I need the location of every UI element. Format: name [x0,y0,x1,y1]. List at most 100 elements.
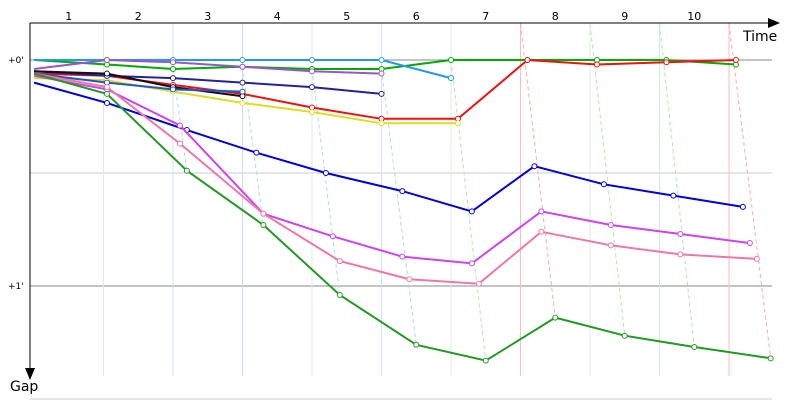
lap-connector-dashed [381,68,417,345]
series-point [767,355,774,362]
series-point [524,57,531,63]
series-point [378,70,385,77]
series-point [399,188,406,195]
x-tick-label: 7 [482,10,489,23]
y-tick-label: +0' [8,56,24,66]
series-point [399,253,406,260]
x-tick-label: 9 [621,10,628,23]
series-point [103,84,110,91]
series-point [621,332,628,339]
y-tick-label: +1' [8,282,24,292]
ticks: 1 2 3 4 5 6 7 8 9 10 +0' +1' [8,10,701,292]
series-point [103,90,110,97]
series-point [336,258,343,265]
series-point [309,84,315,91]
series-point [309,57,315,63]
x-tick-label: 1 [65,10,72,23]
series-point [103,70,110,77]
series-point [309,108,315,115]
series-point [607,221,614,228]
y-axis-arrow [25,368,35,380]
lap-connector-dashed [450,59,487,361]
series-point [482,357,489,364]
lap-connector-dashed [311,68,341,296]
lap-separators [103,23,772,376]
series-point [239,99,246,106]
series-point [677,251,684,258]
series-point [677,231,684,238]
x-axis-title: Time [742,29,777,45]
series-point [103,57,110,63]
series-group [33,72,246,95]
series-point [176,122,183,129]
series-point [329,233,336,240]
series-point [413,341,420,348]
series-point [739,203,746,210]
series-point [176,140,183,147]
series-point [253,149,260,156]
x-tick-label: 8 [552,10,559,23]
series-point [670,192,677,199]
series-point [322,170,329,176]
series-point [475,280,482,287]
series-group [33,57,385,77]
series-line [33,70,243,98]
series-point [239,63,246,70]
series-point [260,221,267,228]
series-group [33,72,774,364]
series-point [170,75,176,82]
series-point [103,99,110,106]
series-point [260,210,267,217]
series-group [33,74,753,267]
series-line [33,74,751,265]
series-point [309,68,315,75]
lap-connector-dashed [728,23,772,359]
series-line [33,72,757,285]
series-point [448,57,454,63]
x-tick-label: 3 [204,10,211,23]
lap-connector-dashed [242,66,264,226]
series-point [448,75,454,82]
x-tick-label: 4 [274,10,281,23]
series-point [239,57,246,63]
series-group [33,72,760,287]
x-axis-arrow [768,18,780,28]
series-point [170,86,176,93]
x-tick-label: 5 [343,10,350,23]
series-line [33,81,744,213]
lap-connector-dashed [659,23,695,348]
series-line [33,72,243,93]
series-line [33,70,382,95]
series-point [593,61,600,68]
series-point [468,208,475,215]
series-point [531,163,538,170]
series-point [239,88,246,95]
series-point [378,57,385,63]
series-point [183,167,190,174]
series-lines [33,57,774,364]
series-point [607,242,614,249]
series-point [406,276,413,283]
x-tick-label: 2 [135,10,142,23]
x-tick-label: 10 [687,10,701,23]
series-point [170,59,176,66]
lap-connector-dashed [589,23,626,336]
series-point [663,59,670,66]
x-tick-label: 6 [413,10,420,23]
series-point [170,66,176,73]
series-point [600,181,607,188]
series-point [378,120,385,127]
series-point [538,228,545,235]
series-point [691,344,698,351]
series-point [239,79,246,86]
series-group [33,81,746,215]
series-point [732,57,739,63]
series-line [33,58,382,75]
series-point [746,240,753,247]
series-point [454,120,461,127]
series-group [33,70,385,97]
series-point [538,208,545,215]
series-point [552,314,559,321]
grid [30,59,772,400]
